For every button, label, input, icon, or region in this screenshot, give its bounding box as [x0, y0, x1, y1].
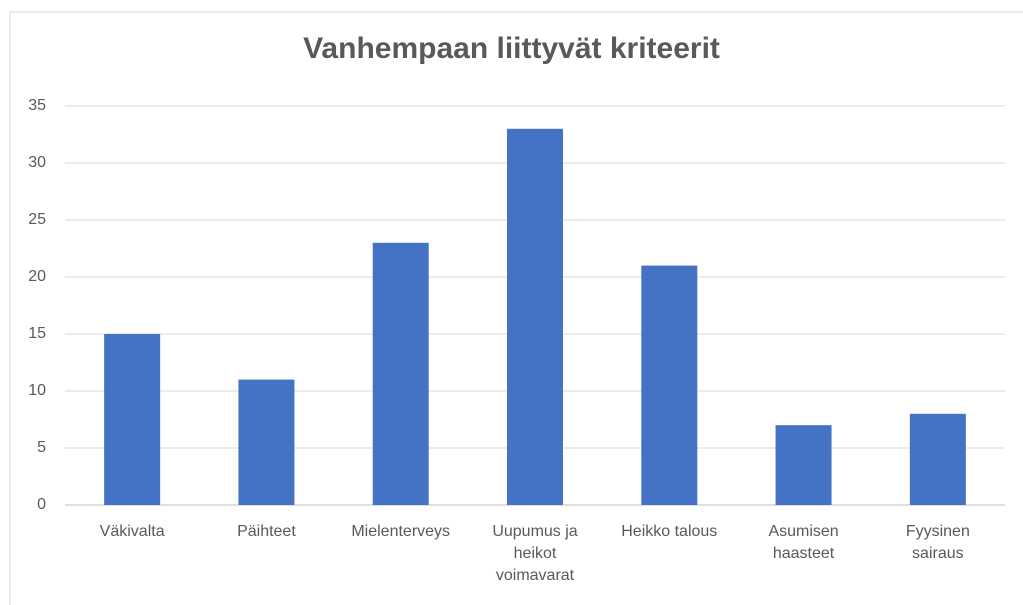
- y-tick-label: 25: [28, 211, 46, 228]
- x-tick-label: Väkivalta: [99, 523, 165, 540]
- bar: [507, 128, 563, 506]
- bar: [641, 265, 698, 505]
- y-tick-label: 15: [28, 325, 46, 342]
- y-tick-label: 10: [28, 382, 46, 399]
- chart-title: Vanhempaan liittyvät kriteerit: [303, 32, 720, 65]
- y-tick-label: 5: [37, 439, 46, 456]
- y-tick-label: 30: [28, 154, 46, 171]
- x-tick-label: Päihteet: [237, 523, 296, 540]
- x-tick-label: Uupumus ja heikot voimavarat: [492, 523, 578, 584]
- x-tick-label: Asumisen haasteet: [768, 523, 839, 562]
- x-tick-label: Fyysinen sairaus: [905, 523, 970, 562]
- x-tick-label: Mielenterveys: [351, 523, 451, 540]
- x-tick-label: Heikko talous: [621, 523, 718, 540]
- bar: [104, 334, 161, 505]
- bar: [775, 425, 832, 505]
- y-tick-label: 0: [37, 496, 46, 513]
- y-tick-label: 35: [28, 97, 46, 114]
- bar: [909, 413, 966, 505]
- bar: [372, 242, 429, 506]
- bar: [238, 379, 295, 505]
- y-tick-label: 20: [28, 268, 46, 285]
